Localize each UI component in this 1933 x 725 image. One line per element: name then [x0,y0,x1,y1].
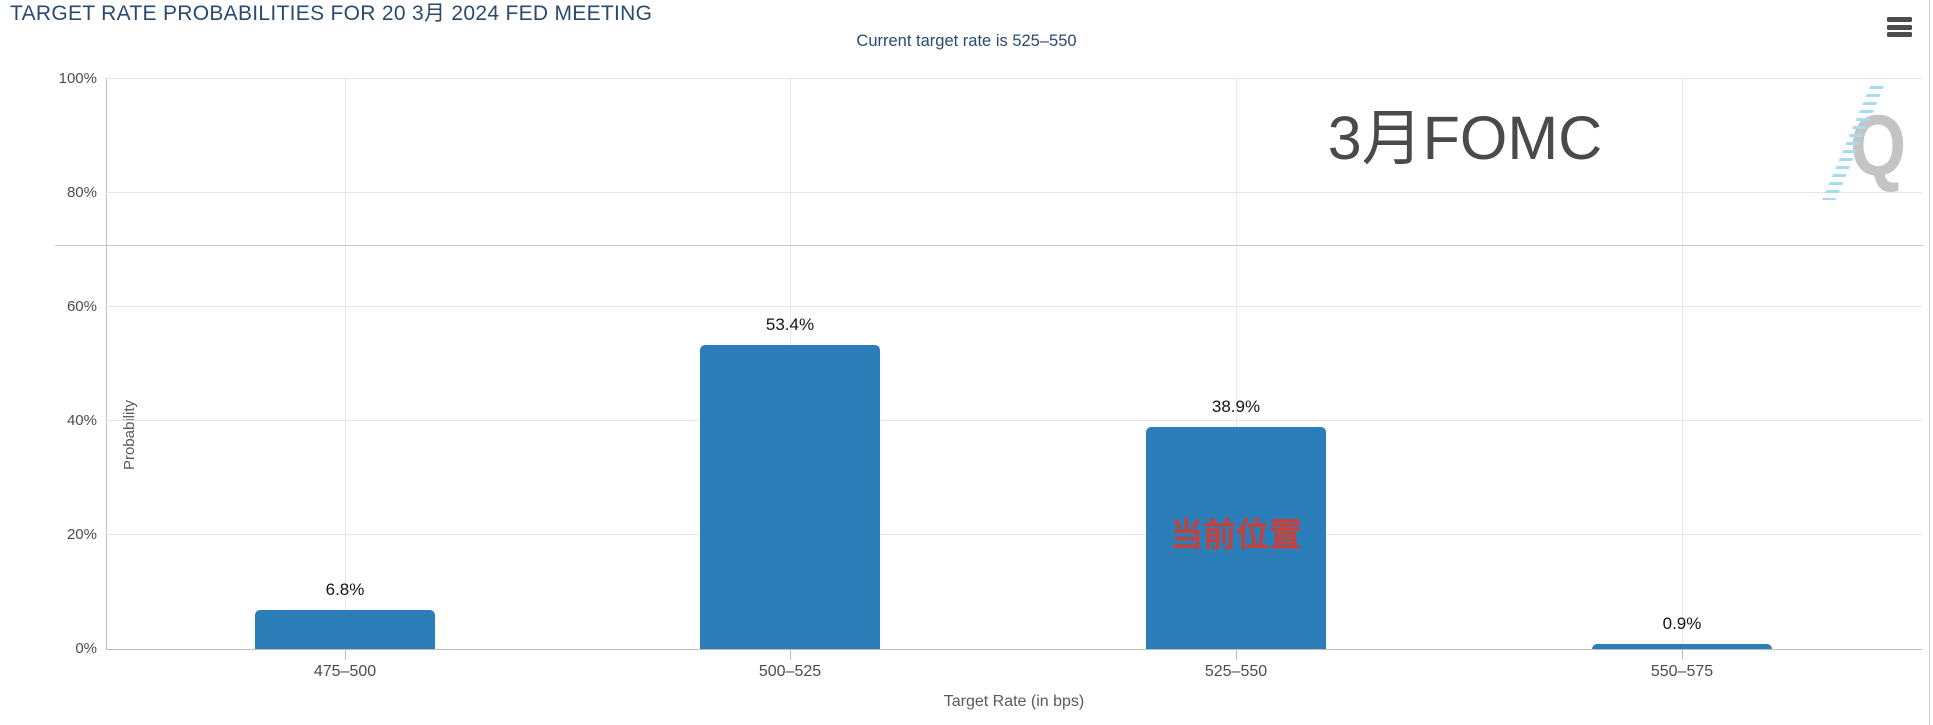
chart-context-menu-button[interactable] [1887,17,1912,40]
x-gridline [345,79,346,649]
y-tick-label: 40% [66,412,97,429]
x-axis-tick [1682,649,1683,660]
x-category-label: 475–500 [313,663,377,680]
x-category-label: 500–525 [758,663,822,680]
x-gridline [1682,79,1683,649]
probability-bar[interactable] [1592,643,1772,649]
y-gridline [106,420,1922,421]
y-gridline [106,192,1922,193]
y-tick-label: 60% [66,298,97,315]
y-axis-line [106,79,107,649]
chart-subtitle: Current target rate is 525–550 [856,32,1077,50]
probability-bar[interactable] [700,344,880,649]
probability-bar[interactable] [1146,427,1326,649]
y-tick-label: 20% [66,526,97,543]
bar-value-label: 0.9% [1662,613,1702,633]
bar-value-label: 6.8% [325,580,365,600]
hamburger-icon [1887,24,1912,30]
x-axis-tick [345,649,346,660]
container-right-border [1929,0,1930,725]
x-axis-tick [1236,649,1237,660]
bar-value-label: 53.4% [765,314,815,334]
y-gridline [106,306,1922,307]
y-gridline [106,78,1922,79]
y-gridline [106,534,1922,535]
y-tick-label: 100% [58,70,97,87]
y-axis-title: Probability [121,399,138,471]
current-position-annotation: 当前位置 [1170,516,1302,553]
plot-area: Probability 0% 20% 40% 60% 80% 100% 6.8% 475–50… [59,70,1922,680]
probability-bar[interactable] [255,610,435,649]
x-axis-line [106,649,1922,650]
x-axis-tick [790,649,791,660]
x-axis-title: Target Rate (in bps) [943,693,1085,710]
x-category-label: 550–575 [1650,663,1714,680]
x-category-label: 525–550 [1204,663,1268,680]
screenshot-seam-line [55,245,1923,246]
y-tick-label: 80% [66,184,97,201]
x-gridline [1236,79,1237,649]
fomc-annotation: 3月FOMC [1327,104,1603,172]
y-tick-label: 0% [75,640,97,657]
watermark-logo: Q [1820,85,1920,210]
bar-value-label: 38.9% [1211,397,1261,417]
hamburger-icon [1887,17,1912,22]
hamburger-icon [1887,32,1912,37]
chart-title: TARGET RATE PROBABILITIES FOR 20 3月 2024… [10,2,653,25]
